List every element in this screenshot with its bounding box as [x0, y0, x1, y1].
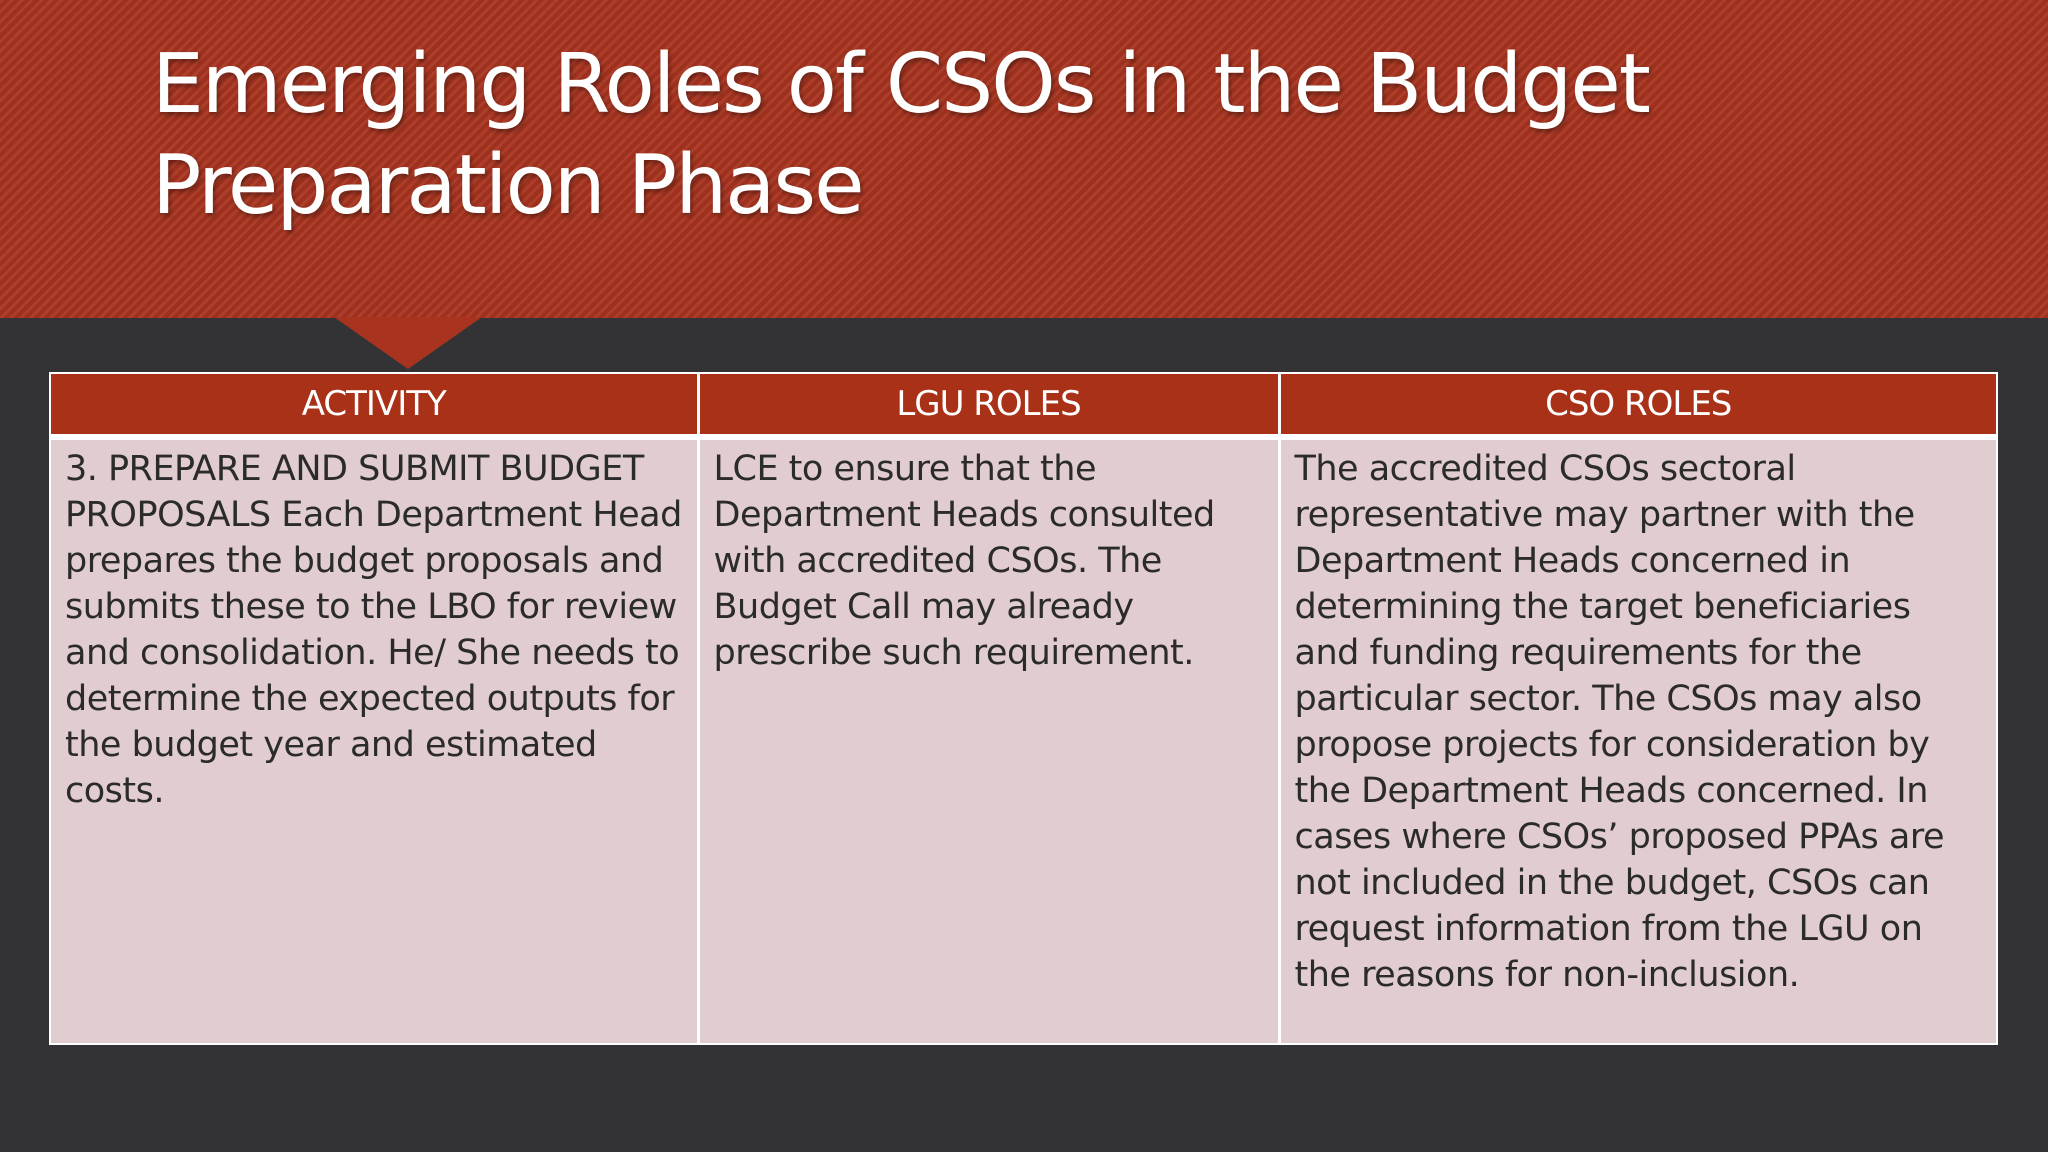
title-banner: [0, 0, 2048, 318]
roles-table-frame: ACTIVITY LGU ROLES CSO ROLES 3. PREPARE …: [49, 372, 1998, 1045]
banner-pointer: [334, 317, 482, 369]
header-cso-roles: CSO ROLES: [1279, 374, 1996, 440]
slide-title: Emerging Roles of CSOs in the Budget Pre…: [152, 37, 1651, 233]
header-lgu-roles: LGU ROLES: [698, 374, 1281, 440]
table-row: 3. PREPARE AND SUBMIT BUDGET PROPOSALS E…: [51, 437, 1996, 1043]
cell-activity: 3. PREPARE AND SUBMIT BUDGET PROPOSALS E…: [51, 437, 700, 1043]
cell-cso-roles: The accredited CSOs sectoral representat…: [1279, 437, 1996, 1043]
header-activity: ACTIVITY: [51, 374, 700, 440]
table-header-row: ACTIVITY LGU ROLES CSO ROLES: [51, 374, 1996, 440]
roles-table: ACTIVITY LGU ROLES CSO ROLES 3. PREPARE …: [51, 374, 1996, 1043]
cell-lgu-roles: LCE to ensure that the Department Heads …: [698, 437, 1281, 1043]
